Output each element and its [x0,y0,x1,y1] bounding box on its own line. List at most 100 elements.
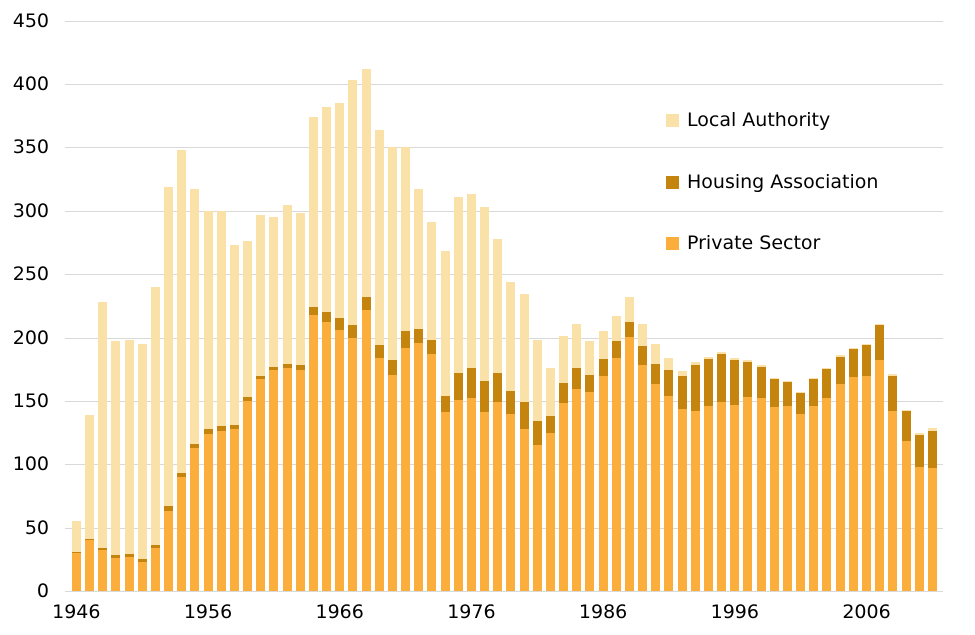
bar-segment-private-sector [216,431,226,591]
bar-1978 [493,238,503,591]
bar-1994 [703,356,713,592]
bar-segment-local-authority [216,210,226,427]
bar-segment-private-sector [743,397,753,591]
bar-1947 [85,414,94,591]
bar-segment-housing-association [177,473,187,477]
y-axis-label: 300 [12,199,49,222]
bar-segment-local-authority [256,214,266,376]
bar-2000 [782,380,792,591]
bar-segment-housing-association [875,324,885,361]
bar-segment-private-sector [374,357,384,591]
legend-item-housing-association: Housing Association [666,171,878,193]
bar-segment-private-sector [822,398,832,591]
bar-segment-local-authority [532,340,542,422]
bar-1972 [414,189,424,591]
bar-segment-local-authority [756,365,766,367]
bar-segment-housing-association [361,296,371,310]
bar-segment-private-sector [914,466,924,591]
bar-segment-housing-association [374,345,384,358]
bar-1985 [585,341,595,591]
bar-segment-local-authority [243,241,252,398]
bar-segment-housing-association [506,390,516,414]
bar-segment-private-sector [624,337,634,591]
bar-segment-local-authority [717,351,727,354]
bar-segment-housing-association [651,364,661,385]
bar-2006 [862,343,871,591]
bar-segment-local-authority [901,409,911,412]
bar-1957 [216,210,226,591]
bar-1948 [98,302,108,591]
bar-segment-housing-association [308,307,318,315]
bar-segment-local-authority [585,341,595,376]
bar-segment-private-sector [796,413,806,591]
bar-segment-private-sector [703,405,713,591]
bar-segment-housing-association [453,373,463,400]
bar-segment-housing-association [229,425,239,429]
bar-2003 [822,367,832,591]
x-axis-label: 1976 [447,601,496,623]
bar-segment-housing-association [440,395,450,413]
bar-segment-private-sector [572,389,582,591]
bar-segment-housing-association [532,421,542,446]
bar-segment-private-sector [308,314,318,591]
bar-1971 [401,147,410,591]
y-axis-label: 400 [12,73,49,96]
bar-segment-private-sector [730,404,740,591]
bar-segment-private-sector [427,353,437,591]
y-axis-label: 50 [24,516,49,539]
bar-segment-private-sector [440,412,450,591]
bar-segment-housing-association [717,354,727,403]
bar-1960 [256,214,266,591]
bar-segment-private-sector [401,347,410,591]
bar-segment-local-authority [651,343,661,365]
bar-1976 [466,194,476,591]
bar-segment-housing-association [756,366,766,399]
bar-1999 [769,378,779,591]
bar-segment-private-sector [453,399,463,591]
bar-2004 [835,355,845,591]
bar-segment-housing-association [611,341,621,358]
bar-segment-housing-association [480,380,489,413]
bar-segment-housing-association [572,367,582,390]
bar-segment-housing-association [466,367,476,399]
bar-segment-housing-association [322,312,331,323]
bar-segment-private-sector [295,370,305,591]
bar-segment-private-sector [848,376,858,591]
bar-segment-private-sector [835,384,845,591]
bar-segment-local-authority [624,297,634,323]
bar-segment-local-authority [572,323,582,368]
bar-segment-housing-association [598,359,608,376]
bar-segment-housing-association [677,375,687,409]
bar-segment-housing-association [888,375,898,412]
bar-segment-local-authority [71,521,81,552]
bar-1964 [308,117,318,591]
gridline [65,84,943,86]
x-axis-label: 1986 [578,601,628,623]
bar-segment-housing-association [414,328,424,343]
bar-segment-local-authority [796,392,806,394]
bar-segment-local-authority [927,427,937,432]
bar-segment-local-authority [638,323,648,347]
bar-segment-private-sector [150,547,160,591]
bar-segment-housing-association [901,411,911,442]
gridline [65,20,943,22]
bar-segment-local-authority [743,360,753,362]
bar-segment-local-authority [111,341,121,556]
bar-segment-local-authority [677,370,687,376]
bar-segment-local-authority [374,129,384,346]
bar-segment-private-sector [348,337,358,591]
bar-segment-housing-association [150,545,160,548]
bar-segment-private-sector [164,511,173,591]
bar-segment-private-sector [98,550,108,591]
bar-segment-local-authority [295,213,305,366]
bar-segment-local-authority [282,204,292,365]
bar-segment-housing-association [124,554,134,557]
bar-segment-local-authority [85,414,94,539]
local-authority-swatch-icon [666,113,679,127]
bar-segment-housing-association [809,379,819,406]
bar-1979 [506,281,516,591]
bar-segment-local-authority [466,194,476,368]
bar-segment-local-authority [888,374,898,376]
bar-segment-local-authority [387,147,397,361]
